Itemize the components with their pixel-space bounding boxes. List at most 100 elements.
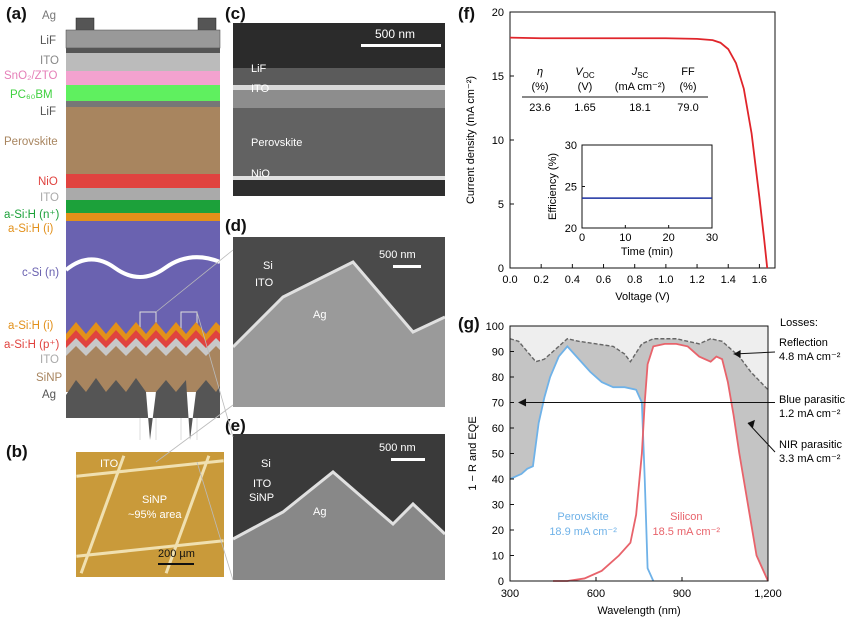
- jv-xtick-label: 0.8: [627, 274, 642, 286]
- loss-blue-arrowhead: [518, 398, 527, 407]
- loss-nir-value: 3.3 mA cm⁻²: [779, 453, 841, 465]
- perovskite-curve-value: 18.9 mA cm⁻²: [549, 526, 617, 538]
- sem-c-perovskite-band: [233, 108, 445, 176]
- inset-ytick-label: 25: [565, 182, 577, 194]
- micrograph-sinp-label: SiNP: [142, 494, 168, 506]
- inset-ytick-label: 20: [565, 223, 577, 235]
- jv-table-unit: (%): [679, 81, 696, 93]
- lif-mid-layer: [66, 101, 220, 107]
- eqe-xlabel: Wavelength (nm): [597, 605, 680, 617]
- jv-chart: 0.0 0.2 0.4 0.6 0.8 1.0 1.2 1.4 1.6 0 5 10 15 20 Volta…: [465, 7, 776, 303]
- ito-top-layer: [66, 53, 220, 71]
- lif-top-layer: [66, 48, 220, 53]
- perovskite-curve-name: Perovskite: [557, 511, 608, 523]
- sem-e-scale-bar: [391, 458, 425, 461]
- inset-plot-frame: [581, 144, 713, 229]
- jv-xtick-label: 0.2: [534, 274, 549, 286]
- sem-d-pyramid-surface: [233, 262, 445, 407]
- pcbm-layer: [66, 85, 220, 101]
- jv-table-header-sub: OC: [583, 71, 595, 80]
- sem-d-scale-label: 500 nm: [379, 249, 416, 261]
- sem-c-label-perovskite: Perovskite: [251, 137, 303, 149]
- layer-label-lif-mid: LiF: [40, 106, 56, 118]
- jv-xtick-label: 1.2: [689, 274, 704, 286]
- layer-label-ito-top: ITO: [40, 55, 59, 67]
- eqe-ytick-label: 50: [492, 449, 504, 461]
- sem-image-e: 500 nm Si ITO SiNP Ag: [233, 434, 445, 580]
- sem-e-ridge: [233, 470, 445, 541]
- one-minus-r-curve: [509, 337, 769, 391]
- jv-xtick-label: 0.0: [502, 274, 517, 286]
- silicon-eqe-curve: [553, 342, 769, 582]
- loss-reflection-name: Reflection: [779, 337, 828, 349]
- sem-d-label-ag: Ag: [313, 309, 327, 321]
- sem-c-label-ito: ITO: [251, 83, 270, 95]
- inset-xtick-label: 0: [579, 232, 585, 244]
- sem-c-scale-label: 500 nm: [375, 27, 416, 41]
- asih-n-layer: [66, 200, 220, 213]
- layer-label-ito-bottom: ITO: [40, 354, 59, 366]
- perovskite-layer: [66, 107, 220, 174]
- loss-nir-arrowhead: [747, 419, 755, 428]
- sinp-layer: [66, 346, 220, 392]
- layer-label-asih-i-bottom: a-Si:H (i): [8, 320, 54, 332]
- jv-table-value: 79.0: [677, 102, 698, 114]
- jv-ytick-label: 0: [498, 263, 504, 275]
- silicon-eqe-fill: [553, 343, 768, 581]
- layer-label-asih-i-top: a-Si:H (i): [8, 223, 54, 235]
- jv-table-unit: (%): [531, 81, 548, 93]
- jv-table-value: 23.6: [529, 102, 550, 114]
- layer-label-asih-n: a-Si:H (n⁺): [4, 209, 60, 221]
- sem-c-ito-band: [233, 85, 445, 90]
- eqe-ytick-label: 40: [492, 474, 504, 486]
- jv-xlabel: Voltage (V): [615, 291, 669, 303]
- sem-image-c: 500 nm LiF ITO Perovskite NiO: [233, 23, 445, 196]
- sem-e-label-si: Si: [261, 458, 271, 470]
- asih-i-top-layer: [66, 213, 220, 221]
- jv-xtick-label: 1.6: [752, 274, 767, 286]
- eqe-ytick-label: 80: [492, 372, 504, 384]
- ag-top-layer: [65, 29, 221, 49]
- loss-reflection-value: 4.8 mA cm⁻²: [779, 351, 841, 363]
- sem-d-scale-bar: [393, 265, 421, 268]
- layer-label-sinp: SiNP: [36, 372, 63, 384]
- panel-label-g: (g): [458, 314, 480, 333]
- jv-ytick-label: 5: [498, 199, 504, 211]
- eqe-xtick-label: 900: [673, 588, 691, 600]
- sem-d-ridge: [233, 260, 445, 349]
- loss-blue-name: Blue parasitic: [779, 394, 846, 406]
- ito-grid-horizontal-2: [76, 539, 224, 558]
- sem-e-label-ag: Ag: [313, 506, 327, 518]
- sem-e-scale-label: 500 nm: [379, 442, 416, 454]
- jv-ytick-label: 15: [492, 71, 504, 83]
- eqe-ytick-label: 10: [492, 551, 504, 563]
- eqe-ytick-label: 20: [492, 525, 504, 537]
- layer-label-nio: NiO: [38, 176, 58, 188]
- jv-table-header: FF: [681, 66, 695, 78]
- sem-image-d: 500 nm Si ITO Ag: [233, 237, 445, 407]
- layer-label-lif-top: LiF: [40, 35, 56, 47]
- sem-d-label-si: Si: [263, 260, 273, 272]
- eqe-ytick-label: 30: [492, 500, 504, 512]
- micrograph-ito-label: ITO: [100, 458, 119, 470]
- sem-e-label-ito: ITO: [253, 478, 272, 490]
- sem-e-label-sinp: SiNP: [249, 492, 275, 504]
- jv-table-header: JSC: [631, 66, 649, 80]
- eqe-xtick-label: 300: [501, 588, 519, 600]
- inset-xtick-label: 30: [706, 232, 718, 244]
- eqe-ytick-label: 0: [498, 576, 504, 588]
- panel-label-b: (b): [6, 442, 28, 461]
- panel-label-f: (f): [458, 4, 475, 23]
- nio-layer: [66, 174, 220, 188]
- sem-c-bottom: [233, 180, 445, 196]
- eqe-ylabel: 1 − R and EQE: [467, 416, 479, 490]
- jv-table-value: 1.65: [574, 102, 595, 114]
- layer-label-pcbm: PC₆₀BM: [10, 89, 53, 101]
- eqe-ytick-label: 90: [492, 347, 504, 359]
- layer-label-ito-mid: ITO: [40, 192, 59, 204]
- sem-c-label-lif: LiF: [251, 63, 267, 75]
- silicon-curve-name: Silicon: [670, 511, 702, 523]
- jv-table-header: VOC: [575, 66, 595, 80]
- micrograph-scale-bar: [158, 563, 194, 565]
- layer-label-sno2: SnO₂/ZTO: [4, 70, 58, 82]
